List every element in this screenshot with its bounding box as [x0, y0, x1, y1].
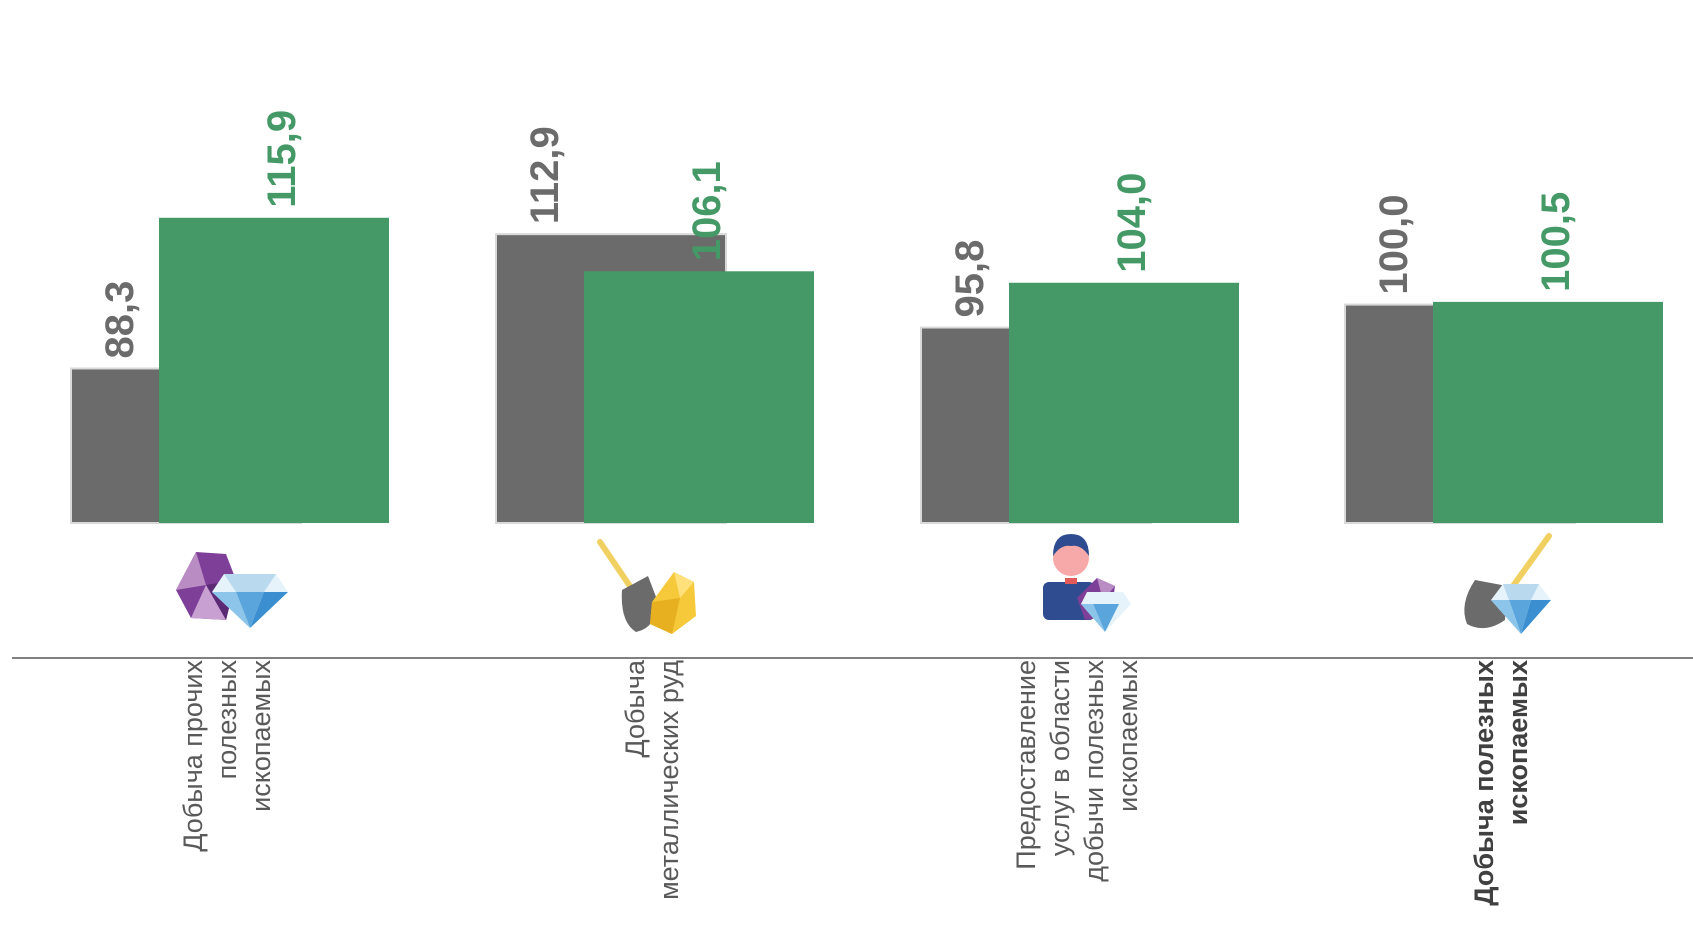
- category-label-line: металлических руд: [654, 660, 684, 900]
- bar-series-1-3: [1433, 301, 1663, 523]
- category-label-2: Предоставление услуг в области добычи поле…: [1011, 660, 1143, 882]
- shovel-gold-ore-icon: [597, 539, 696, 634]
- value-label-series-1-3: 100,5: [1534, 192, 1578, 292]
- shovel-diamond-icon: [1464, 533, 1552, 634]
- category-label-line: добычи полезных: [1079, 660, 1109, 882]
- category-label-0: Добыча прочих полезных ископаемых: [178, 660, 276, 852]
- bar-series-1-2: [1009, 282, 1239, 523]
- bar-series-1-0: [159, 217, 389, 523]
- category-label-line: Добыча полезных: [1469, 660, 1499, 906]
- value-label-series-1-2: 104,0: [1110, 173, 1154, 273]
- value-label-series-0-1: 112,9: [523, 126, 567, 224]
- value-label-series-0-0: 88,3: [98, 281, 142, 359]
- category-label-3: Добыча полезных ископаемых: [1469, 660, 1533, 906]
- category-label-line: Предоставление: [1011, 660, 1041, 870]
- bar-series-1-1: [584, 271, 814, 523]
- value-label-series-1-1: 106,1: [685, 161, 729, 261]
- value-label-series-1-0: 115,9: [260, 110, 304, 208]
- category-label-line: Добыча: [620, 659, 650, 758]
- category-label-line: ископаемых: [1113, 660, 1143, 812]
- gems-icon: [176, 552, 288, 628]
- value-label-series-0-3: 100,0: [1372, 194, 1416, 294]
- category-label-line: услуг в области: [1045, 660, 1075, 856]
- category-label-line: ископаемых: [246, 660, 276, 812]
- category-label-line: ископаемых: [1503, 660, 1533, 825]
- category-label-1: Добыча металлических руд: [620, 659, 684, 900]
- worker-gems-icon: [1043, 534, 1131, 632]
- category-label-line: полезных: [212, 660, 242, 780]
- category-label-line: Добыча прочих: [178, 660, 208, 852]
- value-label-series-0-2: 95,8: [948, 240, 992, 318]
